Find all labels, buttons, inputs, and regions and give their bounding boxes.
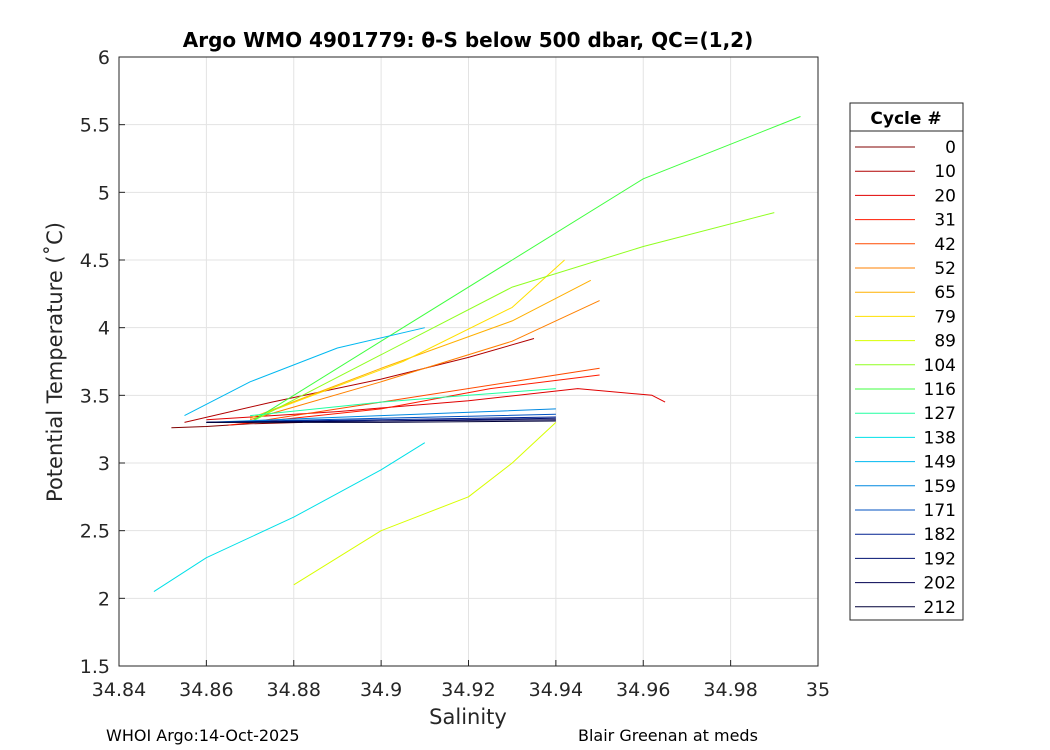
x-axis-title: Salinity [429,705,507,729]
legend-label: 89 [934,332,956,352]
series-line-cycle-10 [184,338,535,423]
legend-label: 212 [924,598,956,618]
footer-left-credit: WHOI Argo:14-Oct-2025 [106,726,300,745]
y-tick-label: 5 [98,182,110,204]
x-tick-label: 35 [806,679,830,701]
footer-right-credit: Blair Greenan at meds [578,726,758,745]
y-tick-label: 5.5 [80,115,110,137]
series-line-cycle-89 [293,422,557,586]
series-line-cycle-138 [153,442,426,593]
x-tick-label: 34.86 [179,679,233,701]
y-tick-label: 3 [98,453,110,475]
legend: Cycle # 0 10 20 31 42 52 65 79 89 104 116 127 138 149… [849,102,964,621]
legend-label: 127 [924,404,956,424]
y-tick-label: 3.5 [80,385,110,407]
y-tick-label: 6 [98,47,110,69]
legend-label: 42 [934,235,956,255]
x-tick-label: 34.9 [360,679,402,701]
legend-label: 116 [924,380,956,400]
x-tick-label: 34.88 [267,679,321,701]
legend-label: 79 [934,307,956,327]
x-tick-label: 34.84 [92,679,146,701]
series-line-cycle-52 [249,300,600,421]
legend-label: 104 [924,356,956,376]
y-tick-label: 4.5 [80,250,110,272]
y-axis-title: Potential Temperature (˚C) [43,222,67,502]
chart-title: Argo WMO 4901779: θ-S below 500 dbar, QC… [183,28,753,52]
x-tick-label: 34.92 [441,679,495,701]
series-line-cycle-31 [228,374,600,426]
legend-label: 159 [924,477,956,497]
series-line-cycle-79 [258,259,565,417]
series-line-cycle-127 [250,388,556,417]
y-tick-label: 2.5 [80,521,110,543]
legend-label: 65 [934,283,956,303]
legend-label: 202 [924,574,956,594]
legend-label: 0 [945,138,956,158]
series-line-cycle-65 [249,279,592,419]
y-tick-label: 2 [98,588,110,610]
legend-label: 20 [934,186,956,206]
series-line-cycle-212 [206,420,556,423]
series-line-cycle-149 [184,327,425,417]
series-line-cycle-20 [206,388,666,421]
series-lines [153,116,801,593]
axis-ticks: 34.84 34.86 34.88 34.9 34.92 34.94 34.96 34.98 3… [80,47,830,701]
series-line-cycle-159 [206,408,556,423]
x-tick-label: 34.94 [529,679,583,701]
legend-label: 52 [934,259,956,279]
legend-label: 138 [924,428,956,448]
legend-label: 192 [924,549,956,569]
series-line-cycle-42 [250,367,600,423]
legend-title: Cycle # [870,109,941,129]
legend-label: 31 [934,211,956,231]
legend-label: 149 [924,453,956,473]
legend-label: 182 [924,525,956,545]
y-tick-label: 4 [98,318,110,340]
x-tick-label: 34.98 [703,679,757,701]
series-line-cycle-104 [249,212,775,423]
legend-label: 171 [924,501,956,521]
legend-label: 10 [934,162,956,182]
series-line-cycle-116 [249,116,801,423]
y-tick-label: 1.5 [80,656,110,678]
x-tick-label: 34.96 [616,679,670,701]
